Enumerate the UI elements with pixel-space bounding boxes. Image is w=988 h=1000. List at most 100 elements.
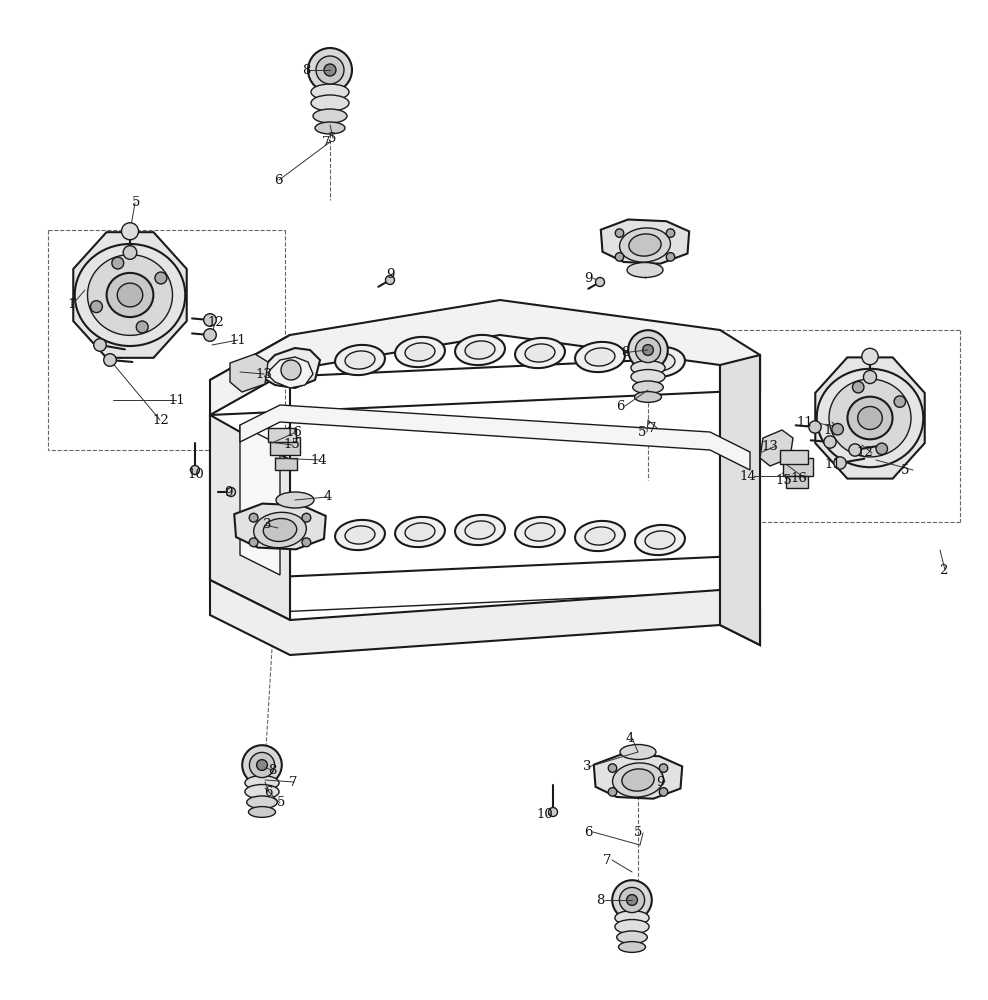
Text: 7: 7 [648,422,656,434]
Circle shape [666,253,675,261]
Ellipse shape [249,807,276,817]
Ellipse shape [335,345,385,375]
Text: 9: 9 [224,486,232,498]
Ellipse shape [615,920,649,934]
Text: 5: 5 [132,196,140,210]
Circle shape [666,229,675,237]
Text: 5: 5 [901,464,909,477]
Text: 5: 5 [277,796,285,810]
Circle shape [316,56,344,84]
Circle shape [894,396,906,407]
Ellipse shape [75,244,186,346]
Text: 12: 12 [153,414,169,426]
Ellipse shape [645,531,675,549]
Ellipse shape [405,343,435,361]
Circle shape [281,360,301,380]
Ellipse shape [313,109,347,123]
Ellipse shape [311,84,349,100]
Text: 4: 4 [625,732,633,744]
Circle shape [609,764,617,772]
Circle shape [226,488,235,496]
Ellipse shape [315,122,345,134]
Text: 9: 9 [386,267,394,280]
Text: 6: 6 [275,174,283,186]
Text: 10: 10 [536,808,552,822]
Ellipse shape [276,492,314,508]
Circle shape [249,752,275,778]
Ellipse shape [629,234,661,256]
Circle shape [308,48,352,92]
Ellipse shape [515,517,565,547]
Text: 4: 4 [324,490,332,504]
Polygon shape [594,754,682,799]
Ellipse shape [107,273,153,317]
Text: 16: 16 [285,426,302,440]
Circle shape [635,337,661,363]
Text: 15: 15 [776,474,791,487]
Circle shape [124,246,136,259]
Ellipse shape [465,341,495,359]
Circle shape [876,443,887,455]
Text: 8: 8 [597,894,605,906]
Ellipse shape [585,348,615,366]
Circle shape [204,329,216,341]
Text: 8: 8 [621,346,629,359]
Circle shape [626,895,637,905]
Bar [783,458,813,476]
Circle shape [849,444,862,456]
Ellipse shape [311,95,349,111]
Ellipse shape [627,262,663,277]
Circle shape [302,538,311,547]
Text: 8: 8 [269,764,277,776]
Circle shape [853,381,864,393]
Ellipse shape [118,283,142,307]
Circle shape [112,257,124,269]
Ellipse shape [575,521,625,551]
Ellipse shape [617,931,647,944]
Ellipse shape [88,255,173,335]
Text: 12: 12 [207,316,223,328]
Circle shape [659,788,668,796]
Text: 5: 5 [328,131,336,144]
Ellipse shape [405,523,435,541]
Polygon shape [210,580,760,655]
Circle shape [191,466,200,475]
Circle shape [824,436,836,448]
Ellipse shape [247,796,278,809]
Polygon shape [240,425,280,575]
Text: 8: 8 [302,64,310,77]
Ellipse shape [254,512,306,548]
Ellipse shape [395,517,445,547]
Ellipse shape [858,407,882,429]
Text: 7: 7 [289,776,297,788]
Text: 7: 7 [322,135,330,148]
Text: 5: 5 [634,826,642,840]
Circle shape [91,301,103,313]
Ellipse shape [615,911,649,925]
Text: 9: 9 [585,271,593,284]
Polygon shape [240,405,750,470]
Text: 14: 14 [311,454,327,466]
Ellipse shape [829,379,911,457]
Text: 3: 3 [583,760,591,774]
Text: 1: 1 [68,298,76,312]
Ellipse shape [634,392,662,402]
Polygon shape [234,504,326,549]
Polygon shape [720,355,760,645]
Bar [786,476,808,488]
Ellipse shape [619,228,671,262]
Circle shape [613,880,652,920]
Polygon shape [230,354,268,392]
Text: 11: 11 [230,334,246,347]
Text: 10: 10 [188,468,204,482]
Text: 13: 13 [761,440,779,452]
Circle shape [642,345,653,355]
Circle shape [257,760,268,770]
Ellipse shape [631,370,665,384]
Circle shape [596,277,605,286]
Ellipse shape [525,523,555,541]
Text: 6: 6 [265,786,273,798]
Ellipse shape [613,763,664,797]
Text: 6: 6 [617,399,624,412]
Circle shape [385,275,394,284]
